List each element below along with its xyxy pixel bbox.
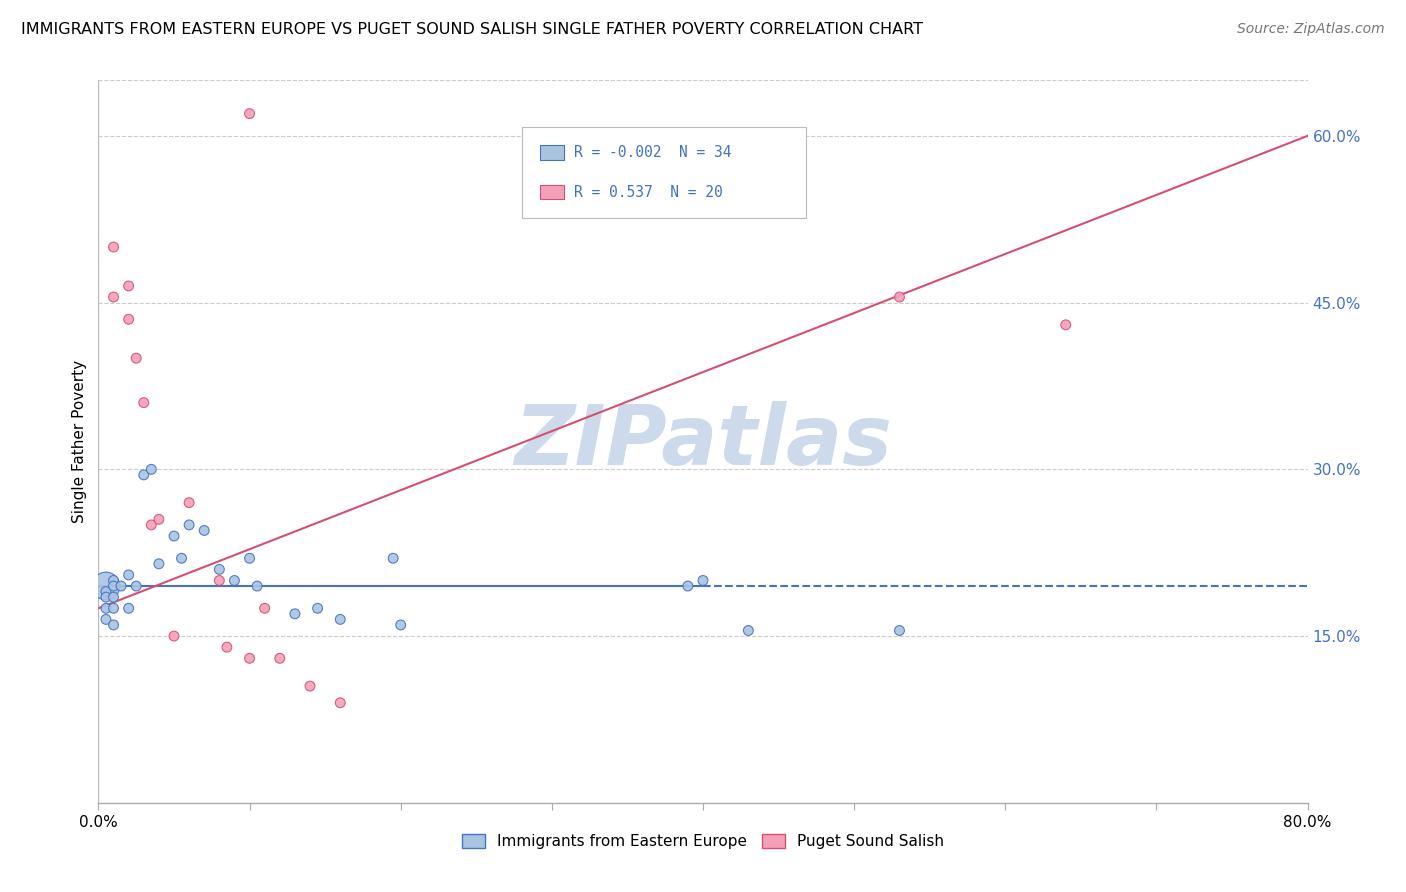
Point: [103, 290, 125, 304]
Point: [103, 590, 125, 604]
Point: [239, 651, 262, 665]
Point: [239, 106, 262, 120]
Point: [103, 579, 125, 593]
Point: [676, 579, 699, 593]
Point: [94, 584, 117, 599]
Point: [889, 624, 911, 638]
Point: [382, 551, 405, 566]
Point: [170, 551, 193, 566]
Point: [163, 629, 186, 643]
Y-axis label: Single Father Poverty: Single Father Poverty: [72, 360, 87, 523]
Point: [118, 279, 141, 293]
Point: [132, 395, 155, 409]
Point: [94, 590, 117, 604]
Point: [692, 574, 714, 588]
Point: [163, 529, 186, 543]
Point: [118, 312, 141, 326]
Point: [215, 640, 238, 655]
Point: [110, 579, 132, 593]
Point: [103, 601, 125, 615]
Point: [1054, 318, 1077, 332]
FancyBboxPatch shape: [540, 185, 564, 200]
Point: [94, 579, 117, 593]
Point: [125, 351, 148, 366]
Point: [148, 557, 170, 571]
FancyBboxPatch shape: [522, 128, 806, 218]
Point: [132, 467, 155, 482]
Point: [299, 679, 322, 693]
Legend: Immigrants from Eastern Europe, Puget Sound Salish: Immigrants from Eastern Europe, Puget So…: [461, 834, 945, 849]
Text: R = 0.537  N = 20: R = 0.537 N = 20: [574, 185, 723, 200]
Point: [889, 290, 911, 304]
Point: [125, 579, 148, 593]
Point: [118, 601, 141, 615]
Point: [307, 601, 329, 615]
Text: Source: ZipAtlas.com: Source: ZipAtlas.com: [1237, 22, 1385, 37]
Text: R = -0.002  N = 34: R = -0.002 N = 34: [574, 145, 731, 160]
Text: IMMIGRANTS FROM EASTERN EUROPE VS PUGET SOUND SALISH SINGLE FATHER POVERTY CORRE: IMMIGRANTS FROM EASTERN EUROPE VS PUGET …: [21, 22, 924, 37]
Point: [389, 618, 412, 632]
Point: [284, 607, 307, 621]
Point: [103, 618, 125, 632]
Point: [269, 651, 291, 665]
Point: [737, 624, 759, 638]
Point: [94, 612, 117, 626]
Point: [179, 517, 201, 532]
Point: [118, 568, 141, 582]
Point: [148, 512, 170, 526]
Point: [246, 579, 269, 593]
Point: [329, 696, 352, 710]
Point: [103, 240, 125, 254]
Point: [103, 574, 125, 588]
Point: [208, 562, 231, 576]
Text: ZIPatlas: ZIPatlas: [515, 401, 891, 482]
Point: [329, 612, 352, 626]
FancyBboxPatch shape: [540, 145, 564, 160]
Point: [208, 574, 231, 588]
Point: [193, 524, 215, 538]
Point: [179, 496, 201, 510]
Point: [224, 574, 246, 588]
Point: [141, 517, 163, 532]
Point: [253, 601, 276, 615]
Point: [141, 462, 163, 476]
Point: [239, 551, 262, 566]
Point: [94, 601, 117, 615]
